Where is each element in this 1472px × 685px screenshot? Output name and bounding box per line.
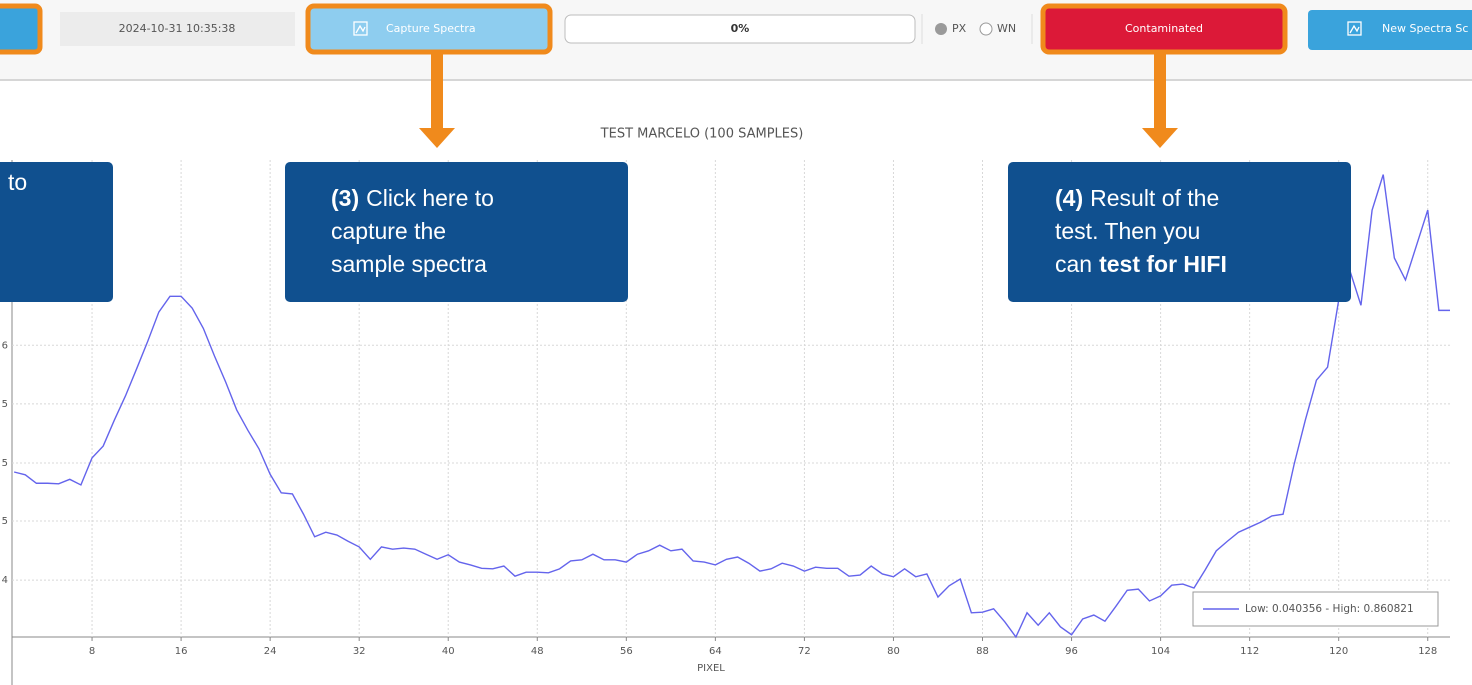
callout-box [285,162,628,302]
x-tick-label: 88 [976,646,989,657]
callout-line: Result of the [1090,185,1219,211]
x-tick-label: 96 [1065,646,1078,657]
capture-icon [353,21,368,36]
x-tick-label: 80 [887,646,900,657]
x-tick-label: 112 [1240,646,1259,657]
radio-label: PX [952,22,967,35]
callout-text: to [8,169,27,195]
x-tick-label: 120 [1329,646,1348,657]
progress-bar [564,14,916,44]
callout-text: (3) Click here to [331,185,494,211]
new-button[interactable] [1308,10,1472,50]
x-tick-label: 104 [1151,646,1170,657]
x-tick-label: 128 [1418,646,1437,657]
x-tick-label: 8 [89,646,95,657]
callout-box [1008,162,1351,302]
x-tick-label: 16 [175,646,188,657]
arrow-head [1142,128,1178,148]
data-line [13,174,1450,639]
new-icon [1347,21,1362,36]
y-tick-label: 5 [2,399,8,410]
x-tick-label: 40 [442,646,455,657]
date-field [60,12,295,46]
capture-label: Capture Spectra [386,22,476,35]
radio[interactable] [979,22,993,36]
callout-text: sample spectra [331,251,487,277]
arrow-stem [1154,52,1166,132]
callout-text: capture the [331,218,446,244]
y-tick-label: 6 [2,340,8,351]
callout-text: can test for HIFI [1055,251,1227,277]
arrow-head [419,128,455,148]
x-tick-label: 64 [709,646,722,657]
result-label: Contaminated [1125,22,1203,35]
callout-bold: test for HIFI [1099,251,1227,277]
date-text: 2024-10-31 10:35:38 [119,22,236,35]
callout-number: (3) [331,185,359,211]
capture-icon-line [355,24,366,34]
y-tick-label: 5 [2,516,8,527]
callout-box [0,162,113,302]
plot: 8 16 24 32 40 48 56 64 72 80 88 96 104 112 120 12845556… [2,160,1450,657]
y-tick-label: 4 [2,575,8,586]
x-tick-label: 72 [798,646,811,657]
y-tick-label: 5 [2,458,8,469]
callout-line: can [1055,251,1092,277]
arrow-stem [431,52,443,132]
x-tick-label: 48 [531,646,544,657]
radio-selected[interactable] [935,23,947,35]
new-icon-line [1349,24,1360,34]
left-button[interactable] [0,3,43,55]
chart-title: TEST MARCELO (100 SAMPLES) [600,127,804,142]
callout-text: test. Then you [1055,218,1200,244]
x-tick-label: 32 [353,646,366,657]
capture-button[interactable] [305,3,553,55]
new-label: New Spectra Sc [1382,22,1468,35]
callout-line: Click here to [366,185,494,211]
callouts: to (3) Click here to capture the sample s… [0,162,1351,302]
legend-label: Low: 0.040356 - High: 0.860821 [1245,603,1414,615]
x-axis-label: PIXEL [697,663,725,674]
callout-text: (4) Result of the [1055,185,1219,211]
callout-number: (4) [1055,185,1083,211]
x-tick-label: 56 [620,646,633,657]
x-tick-label: 24 [264,646,277,657]
progress-text: 0% [731,22,750,35]
radio-label: WN [997,22,1016,35]
